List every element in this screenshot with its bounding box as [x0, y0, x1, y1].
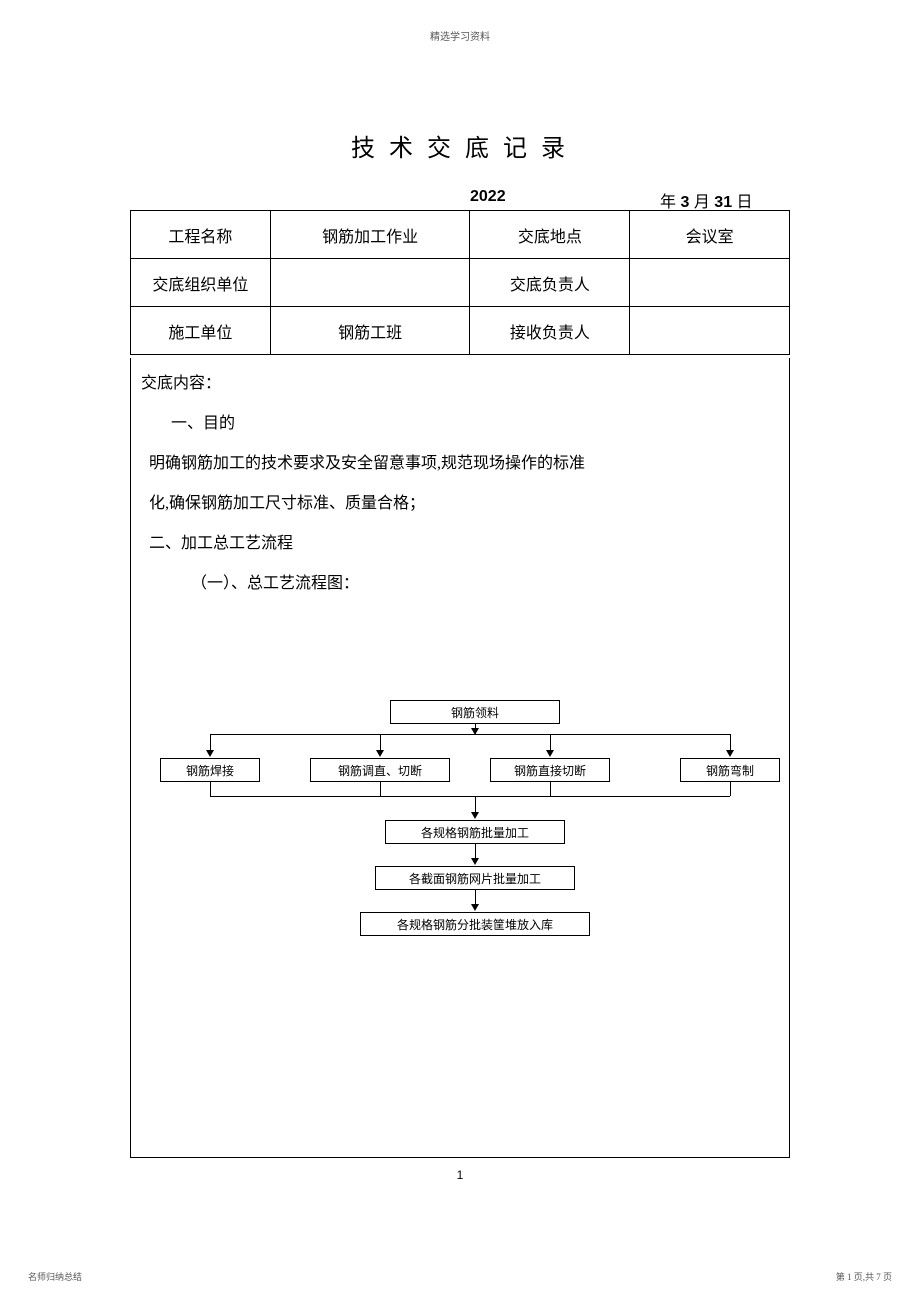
cell-org-label: 交底组织单位 [131, 259, 271, 307]
flow-line [210, 734, 730, 735]
table-row: 施工单位 钢筋工班 接收负责人 [131, 307, 790, 355]
flow-line [730, 782, 731, 796]
flow-line [475, 844, 476, 858]
content-heading: 交底内容： [141, 364, 779, 404]
flow-line [210, 734, 211, 750]
info-table: 工程名称 钢筋加工作业 交底地点 会议室 交底组织单位 交底负责人 施工单位 钢… [130, 210, 790, 355]
content-para-1a: 明确钢筋加工的技术要求及安全留意事项,规范现场操作的标准 [141, 444, 779, 484]
table-row: 交底组织单位 交底负责人 [131, 259, 790, 307]
header-note: 精选学习资料 [0, 28, 920, 43]
arrow-icon [471, 728, 479, 735]
page-title: 技 术 交 底 记 录 [0, 128, 920, 163]
arrow-icon [471, 858, 479, 865]
flowchart: 钢筋领料 钢筋焊接 钢筋调直、切断 钢筋直接切断 钢筋弯制 各规格钢筋批量加工 … [130, 700, 790, 960]
cell-location-label: 交底地点 [470, 211, 630, 259]
cell-receiver-label: 接收负责人 [470, 307, 630, 355]
date-label-day: 日 [737, 194, 753, 211]
date-rest: 年 3 月 31 日 [660, 188, 753, 212]
flow-node-bend: 钢筋弯制 [680, 758, 780, 782]
flow-node-straighten: 钢筋调直、切断 [310, 758, 450, 782]
arrow-icon [726, 750, 734, 757]
page-number: 1 [0, 1168, 920, 1182]
footer-left: 名师归纳总结 [28, 1270, 82, 1283]
cell-receiver-value [630, 307, 790, 355]
content-section-1: 一、目的 [141, 404, 779, 444]
flow-node-top: 钢筋领料 [390, 700, 560, 724]
flow-line [550, 734, 551, 750]
flow-line [380, 782, 381, 796]
cell-project-name-label: 工程名称 [131, 211, 271, 259]
content-subsection: （一）、总工艺流程图： [141, 564, 779, 604]
date-label-month: 月 [694, 194, 710, 211]
flow-line [550, 782, 551, 796]
cell-contractor-value: 钢筋工班 [270, 307, 470, 355]
cell-location-value: 会议室 [630, 211, 790, 259]
flow-node-mesh: 各截面钢筋网片批量加工 [375, 866, 575, 890]
cell-contractor-label: 施工单位 [131, 307, 271, 355]
flow-line [475, 796, 476, 812]
flow-node-cut: 钢筋直接切断 [490, 758, 610, 782]
date-year: 2022 [470, 188, 506, 206]
cell-owner-label: 交底负责人 [470, 259, 630, 307]
cell-owner-value [630, 259, 790, 307]
flow-line [210, 782, 211, 796]
footer-right: 第 1 页,共 7 页 [836, 1270, 892, 1283]
flow-line [210, 796, 730, 797]
arrow-icon [471, 904, 479, 911]
flow-node-weld: 钢筋焊接 [160, 758, 260, 782]
arrow-icon [471, 812, 479, 819]
flow-line [730, 734, 731, 750]
cell-org-value [270, 259, 470, 307]
content-section-2: 二、加工总工艺流程 [141, 524, 779, 564]
date-day: 31 [714, 194, 732, 211]
arrow-icon [546, 750, 554, 757]
cell-project-name-value: 钢筋加工作业 [270, 211, 470, 259]
flow-line [475, 890, 476, 904]
content-para-1b: 化,确保钢筋加工尺寸标准、质量合格； [141, 484, 779, 524]
date-month: 3 [680, 194, 689, 211]
date-label-year: 年 [660, 194, 676, 211]
table-row: 工程名称 钢筋加工作业 交底地点 会议室 [131, 211, 790, 259]
arrow-icon [206, 750, 214, 757]
flow-node-batch: 各规格钢筋批量加工 [385, 820, 565, 844]
arrow-icon [376, 750, 384, 757]
flow-node-store: 各规格钢筋分批装筐堆放入库 [360, 912, 590, 936]
flow-line [380, 734, 381, 750]
